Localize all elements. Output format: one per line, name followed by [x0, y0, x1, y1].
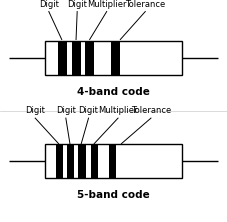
Text: Digit: Digit — [67, 0, 87, 9]
Bar — [45, 144, 182, 178]
Text: Multiplier: Multiplier — [87, 0, 126, 9]
Text: Digit: Digit — [56, 106, 76, 115]
Bar — [45, 41, 182, 75]
Text: Digit: Digit — [39, 0, 59, 9]
Text: 5-band code: 5-band code — [77, 190, 150, 200]
Bar — [78, 144, 86, 178]
Text: Tolerance: Tolerance — [125, 0, 165, 9]
Bar — [111, 41, 120, 75]
Bar — [91, 144, 98, 178]
Bar — [56, 144, 63, 178]
Bar — [67, 144, 74, 178]
Text: Digit: Digit — [25, 106, 45, 115]
Text: Tolerance: Tolerance — [131, 106, 171, 115]
Bar — [109, 144, 116, 178]
Text: Multiplier: Multiplier — [98, 106, 138, 115]
Bar — [58, 41, 67, 75]
Text: 4-band code: 4-band code — [77, 87, 150, 97]
Bar — [72, 41, 81, 75]
Text: Digit: Digit — [79, 106, 99, 115]
Bar — [85, 41, 94, 75]
